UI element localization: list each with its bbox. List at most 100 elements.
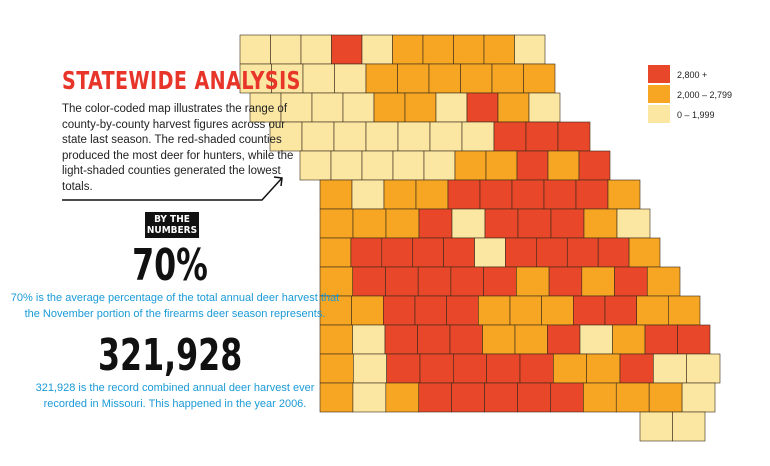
county: [239, 34, 271, 65]
county: [239, 63, 272, 94]
county: [519, 353, 554, 384]
county: [365, 121, 399, 152]
county: [397, 121, 431, 152]
county: [319, 179, 353, 210]
county: [461, 121, 495, 152]
county: [547, 150, 580, 181]
county: [353, 353, 387, 384]
county: [619, 353, 654, 384]
county: [615, 382, 650, 413]
county: [483, 34, 515, 65]
county: [342, 92, 375, 123]
legend-label: 2,800 +: [677, 70, 707, 80]
county: [451, 208, 486, 239]
county: [523, 63, 556, 94]
county: [514, 34, 546, 65]
county: [385, 266, 419, 297]
county: [385, 382, 420, 413]
county: [482, 324, 516, 355]
legend-label: 0 – 1,999: [677, 110, 715, 120]
county: [484, 382, 518, 413]
county: [429, 121, 463, 152]
county: [614, 266, 648, 297]
county: [453, 353, 487, 384]
county: [428, 63, 461, 94]
county: [583, 382, 617, 413]
county: [550, 208, 585, 239]
county: [566, 237, 599, 268]
county: [454, 150, 487, 181]
county: [334, 63, 367, 94]
county: [319, 353, 354, 384]
county: [383, 179, 417, 210]
county: [516, 150, 549, 181]
county: [579, 324, 613, 355]
county: [350, 237, 383, 268]
county: [646, 266, 681, 297]
county: [361, 150, 394, 181]
stat-caption: 321,928 is the record combined annual de…: [35, 382, 315, 410]
county: [677, 324, 711, 355]
county: [578, 150, 611, 181]
county: [672, 411, 706, 442]
county: [417, 266, 452, 297]
county: [491, 63, 524, 94]
county: [381, 237, 414, 268]
county: [447, 179, 481, 210]
county: [333, 121, 367, 152]
county: [299, 150, 332, 181]
county: [404, 92, 437, 123]
county: [575, 179, 609, 210]
legend-swatch: [648, 105, 670, 123]
county: [644, 324, 678, 355]
county: [541, 295, 574, 326]
county: [449, 324, 483, 355]
county: [581, 266, 615, 297]
county: [516, 266, 550, 297]
county: [639, 411, 673, 442]
arrow-head: [273, 176, 283, 187]
county: [384, 324, 418, 355]
county: [422, 34, 454, 65]
legend-swatch: [648, 85, 670, 103]
county: [547, 324, 581, 355]
stat-caption: 70% is the average percentage of the tot…: [10, 292, 340, 320]
stat-figure: 321,928: [98, 330, 243, 381]
county: [352, 208, 387, 239]
county: [352, 382, 387, 413]
county: [269, 121, 303, 152]
county: [412, 237, 444, 268]
county: [352, 266, 386, 297]
county: [557, 121, 591, 152]
county: [607, 179, 641, 210]
county: [543, 179, 577, 210]
county: [351, 179, 385, 210]
county: [583, 208, 618, 239]
county: [392, 34, 424, 65]
county: [525, 121, 559, 152]
county: [352, 324, 386, 355]
county: [319, 382, 354, 413]
county: [397, 63, 430, 94]
county: [418, 382, 452, 413]
county: [351, 295, 384, 326]
county: [319, 324, 353, 355]
county: [486, 353, 521, 384]
county: [418, 208, 453, 239]
county: [361, 34, 393, 65]
county: [536, 237, 568, 268]
county: [505, 237, 537, 268]
county: [319, 266, 354, 297]
county: [435, 92, 468, 123]
county: [423, 150, 456, 181]
county: [628, 237, 661, 268]
county: [373, 92, 406, 123]
county: [681, 382, 716, 413]
county: [386, 353, 421, 384]
county: [484, 208, 519, 239]
county: [330, 150, 363, 181]
county: [550, 382, 584, 413]
county: [597, 237, 630, 268]
